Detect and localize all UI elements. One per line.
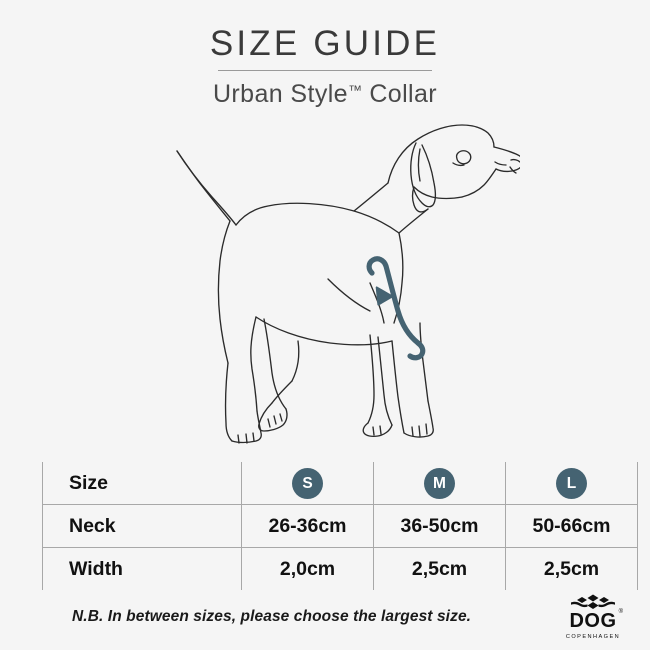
brand-logo: DOG ® COPENHAGEN xyxy=(560,594,626,640)
row-label-neck: Neck xyxy=(42,504,242,548)
cell-size-medium: M xyxy=(373,462,506,505)
footer-note: N.B. In between sizes, please choose the… xyxy=(72,608,472,625)
dog-belly xyxy=(255,316,393,346)
cell-size-large: L xyxy=(505,462,638,505)
dog-paw-toe xyxy=(245,433,248,444)
dog-back-topline xyxy=(235,202,400,234)
dog-front-leg-near-front xyxy=(419,322,429,402)
dog-ear-inner xyxy=(417,148,421,182)
cell-neck-small: 26-36cm xyxy=(241,504,374,548)
dog-rear-haunch xyxy=(217,220,231,364)
row-label-size: Size xyxy=(42,462,242,505)
header: SIZE GUIDE Urban Style™ Collar xyxy=(0,24,650,109)
cell-neck-large: 50-66cm xyxy=(505,504,638,548)
dog-paw-toe xyxy=(252,432,255,442)
size-badge-l: L xyxy=(556,467,587,499)
title-divider xyxy=(218,70,432,71)
subtitle-product-type: Collar xyxy=(361,80,438,108)
dog-front-leg-far-back xyxy=(377,336,393,426)
dog-hind-paw-near xyxy=(258,402,288,432)
dog-shoulder-line xyxy=(327,278,371,312)
table-row-neck: Neck 26-36cm 36-50cm 50-66cm xyxy=(42,504,638,548)
dog-front-paw-near xyxy=(403,400,434,438)
dog-paw-toe xyxy=(237,434,240,444)
registered-mark: ® xyxy=(618,609,624,615)
dog-front-paw-far xyxy=(362,422,393,438)
dog-head-top xyxy=(387,124,495,184)
dog-mouth-line xyxy=(494,161,507,166)
trademark-symbol: ™ xyxy=(347,82,362,98)
dog-hind-hock xyxy=(271,380,293,404)
cell-width-medium: 2,5cm xyxy=(373,547,506,590)
dog-paw-toe xyxy=(418,425,421,437)
dog-throat xyxy=(411,186,429,213)
dog-tail-lower xyxy=(176,150,231,222)
dog-hind-upper-leg xyxy=(291,340,300,382)
dog-eye xyxy=(455,150,472,165)
dog-illustration xyxy=(140,105,524,445)
collar-arrow-icon xyxy=(375,286,394,306)
table-row-width: Width 2,0cm 2,5cm 2,5cm xyxy=(42,547,638,590)
dog-nose-detail xyxy=(509,166,517,174)
dog-hind-leg-near-back xyxy=(263,318,287,410)
dog-paw-toe xyxy=(273,415,277,425)
size-table: Size S M L Neck 26-36cm 36-50cm 50-66cm … xyxy=(42,462,638,590)
dog-eye-lower-line xyxy=(452,162,465,167)
dog-tail-upper xyxy=(176,150,237,226)
dog-neck-back xyxy=(353,182,389,212)
cell-size-small: S xyxy=(241,462,374,505)
size-table-grid: Size S M L Neck 26-36cm 36-50cm 50-66cm … xyxy=(42,462,638,590)
collar-loop-end xyxy=(407,340,426,361)
row-label-width: Width xyxy=(42,547,242,590)
logo-wordmark: DOG ® xyxy=(569,609,623,632)
dog-copenhagen-emblem-icon xyxy=(571,594,615,609)
collar-measurement-band xyxy=(366,256,421,346)
collar-band-path xyxy=(366,256,421,346)
size-badge-m: M xyxy=(424,467,455,499)
product-subtitle: Urban Style™ Collar xyxy=(0,75,650,109)
dog-paw-toe xyxy=(379,425,382,435)
dog-nostril xyxy=(510,158,521,163)
cell-width-small: 2,0cm xyxy=(241,547,374,590)
table-row-size: Size S M L xyxy=(42,462,638,505)
cell-width-large: 2,5cm xyxy=(505,547,638,590)
dog-front-leg-near-back xyxy=(391,340,405,434)
dog-paw-toe xyxy=(372,426,375,436)
dog-hind-leg-far-front xyxy=(250,316,258,412)
logo-word-text: DOG xyxy=(569,610,617,632)
dog-paw-toe xyxy=(279,413,283,422)
dog-neck-front xyxy=(398,208,429,234)
subtitle-product-name: Urban Style xyxy=(212,80,348,108)
size-badge-s: S xyxy=(292,467,323,499)
dog-paw-toe xyxy=(411,426,414,437)
dog-jaw-lower xyxy=(413,186,463,200)
page-title: SIZE GUIDE xyxy=(209,24,441,63)
dog-paw-toe xyxy=(425,423,428,435)
cell-neck-medium: 36-50cm xyxy=(373,504,506,548)
dog-hind-leg-far-back xyxy=(224,362,233,442)
dog-muzzle-front xyxy=(461,168,497,198)
logo-subtitle: COPENHAGEN xyxy=(565,634,621,640)
dog-front-leg-far-front xyxy=(367,334,375,424)
dog-ear xyxy=(410,142,437,208)
dog-paw-toe xyxy=(267,418,271,428)
dog-muzzle-top-nose xyxy=(493,146,524,173)
